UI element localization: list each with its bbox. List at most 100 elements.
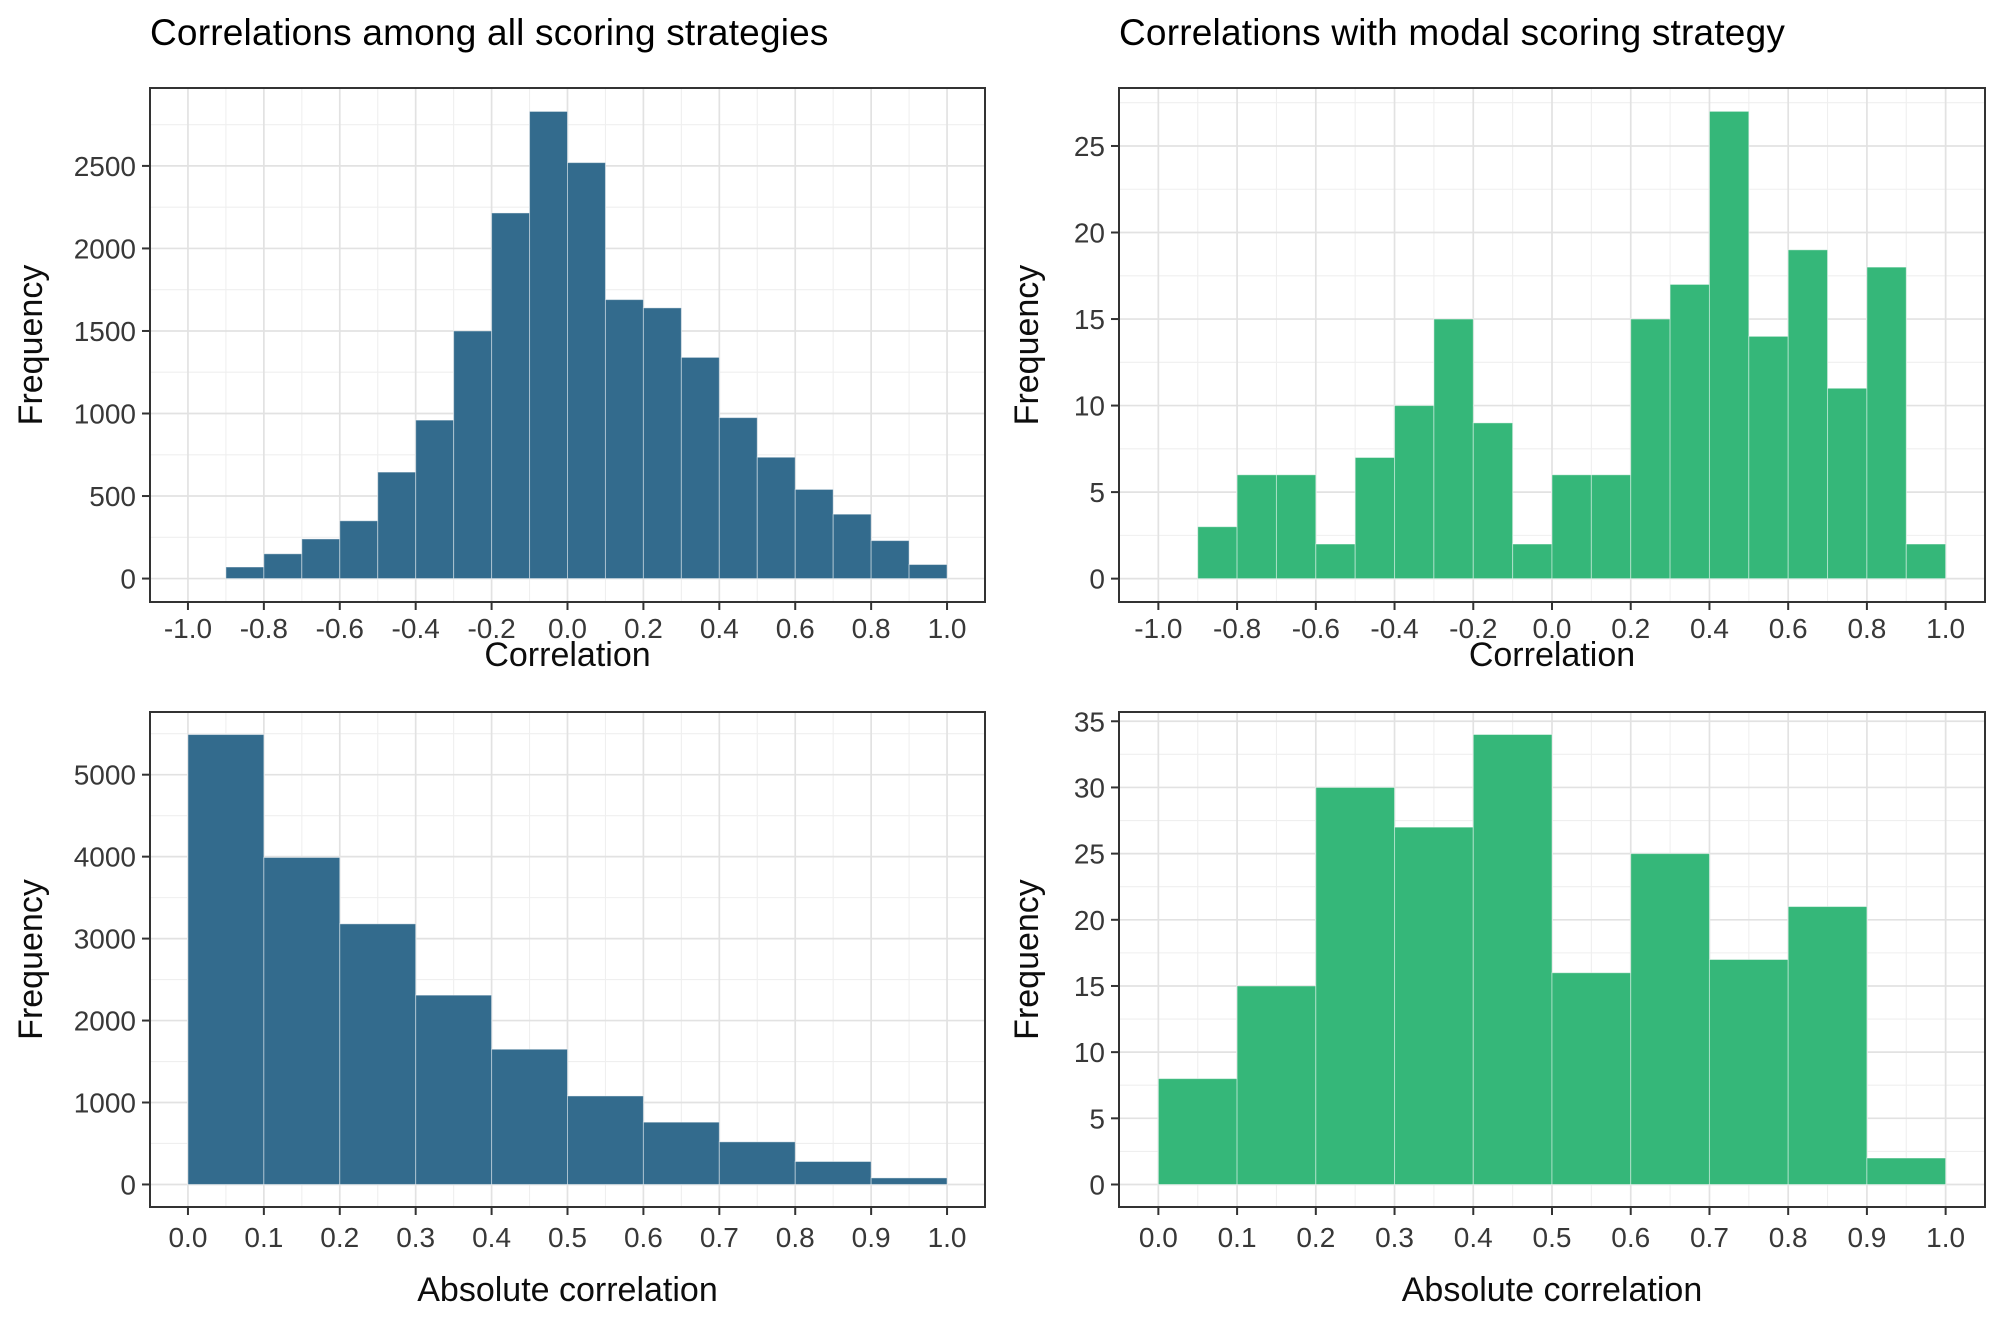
- x-axis-label: Correlation: [484, 636, 650, 674]
- histogram-bar: [1197, 526, 1238, 580]
- x-tick-label: 0.3: [396, 1222, 435, 1253]
- x-tick-label: 0.4: [700, 613, 739, 644]
- histogram-bar: [1157, 1078, 1238, 1186]
- x-tick-label: 0.4: [1690, 613, 1729, 644]
- y-tick-label: 25: [1074, 839, 1105, 870]
- x-tick-label: 0.4: [1454, 1222, 1493, 1253]
- plot-panel: 0.0 0.1 0.2 0.3 0.4 0.5 0.6 0.7 0.8 0.9 1.0 0 5 10 15 2…: [1008, 706, 1986, 1309]
- x-axis-label: Correlation: [1469, 636, 1635, 674]
- x-tick-label: 0.2: [624, 613, 663, 644]
- y-tick-label: 0: [1089, 1170, 1105, 1201]
- y-tick-label: 15: [1074, 971, 1105, 1002]
- y-tick-label: 5: [1089, 477, 1105, 508]
- x-tick-label: -0.8: [1213, 613, 1261, 644]
- x-axis-label: Absolute correlation: [1402, 1271, 1703, 1309]
- y-tick-label: 0: [120, 564, 136, 595]
- x-tick-label: 0.0: [168, 1222, 207, 1253]
- histogram-bar: [832, 513, 872, 580]
- y-tick-label: 3000: [74, 924, 136, 955]
- y-tick-label: 10: [1074, 391, 1105, 422]
- histogram-bar: [1590, 474, 1632, 580]
- y-tick-label: 35: [1074, 706, 1105, 737]
- y-tick-label: 20: [1074, 905, 1105, 936]
- x-tick-label: 0.0: [548, 613, 587, 644]
- x-tick-label: 0.6: [624, 1222, 663, 1253]
- x-tick-label: 0.0: [1139, 1222, 1178, 1253]
- histogram-bar: [491, 212, 531, 580]
- y-tick-label: 5: [1089, 1103, 1105, 1134]
- plot-panel: 0.0 0.1 0.2 0.3 0.4 0.5 0.6 0.7 0.8 0.9 1.0 0 1000 20…: [12, 711, 986, 1309]
- x-tick-label: -0.6: [316, 613, 364, 644]
- y-tick-label: 2500: [74, 151, 136, 182]
- histogram-bar: [567, 1095, 644, 1185]
- histogram-bar: [1708, 110, 1750, 580]
- histogram-bar: [680, 356, 720, 580]
- histogram-bar: [1236, 985, 1317, 1185]
- histogram-bar: [263, 856, 341, 1185]
- x-tick-label: 1.0: [1926, 1222, 1965, 1253]
- y-tick-label: 0: [120, 1169, 136, 1200]
- histogram-bar: [453, 330, 493, 580]
- x-tick-label: 0.4: [472, 1222, 511, 1253]
- x-tick-label: -1.0: [1134, 613, 1182, 644]
- x-tick-label: -0.8: [240, 613, 288, 644]
- chart-title-correlations-all: Correlations among all scoring strategie…: [150, 12, 829, 53]
- x-tick-label: 0.1: [1218, 1222, 1257, 1253]
- x-axis-label: Absolute correlation: [417, 1271, 718, 1309]
- histogram-bar: [908, 564, 948, 580]
- x-tick-label: 0.8: [776, 1222, 815, 1253]
- x-tick-label: 0.9: [1847, 1222, 1886, 1253]
- y-tick-label: 15: [1074, 304, 1105, 335]
- y-tick-label: 1500: [74, 316, 136, 347]
- histogram-bar: [1394, 405, 1435, 580]
- histogram-bar: [1433, 318, 1474, 580]
- chart-title-correlations-modal: Correlations with modal scoring strategy: [1119, 12, 1786, 53]
- x-tick-label: -0.6: [1292, 613, 1340, 644]
- histogram-bar: [339, 923, 417, 1185]
- x-tick-label: -0.4: [1370, 613, 1418, 644]
- y-tick-label: 1000: [74, 399, 136, 430]
- y-tick-label: 0: [1089, 564, 1105, 595]
- y-tick-label: 2000: [74, 233, 136, 264]
- y-tick-label: 30: [1074, 772, 1105, 803]
- x-tick-label: 1.0: [928, 613, 967, 644]
- y-tick-label: 4000: [74, 842, 136, 873]
- y-tick-label: 1000: [74, 1088, 136, 1119]
- histogram-bar: [1708, 959, 1789, 1185]
- histogram-bar: [1827, 387, 1868, 580]
- histogram-bar: [756, 456, 796, 580]
- x-tick-label: -0.2: [1449, 613, 1497, 644]
- histogram-bar: [1472, 422, 1514, 580]
- histogram-bar: [339, 520, 379, 580]
- x-tick-label: 0.6: [1769, 613, 1808, 644]
- plot-panel: -1.0 -0.8 -0.6 -0.4 -0.2 0.0 0.2 0.4 0.6 0.8 1.0 0 5…: [12, 87, 986, 674]
- histogram-bar: [642, 1121, 720, 1185]
- histogram-bar: [870, 540, 910, 580]
- histogram-bar: [604, 299, 644, 580]
- x-tick-label: 0.9: [852, 1222, 891, 1253]
- x-tick-label: 0.8: [1847, 613, 1886, 644]
- x-tick-label: 1.0: [928, 1222, 967, 1253]
- histogram-bar: [1551, 972, 1632, 1185]
- plot-panel: -1.0 -0.8 -0.6 -0.4 -0.2 0.0 0.2 0.4 0.6 0.8 1.0 0 5…: [1008, 87, 1986, 674]
- histogram-bar: [415, 419, 455, 580]
- x-tick-label: 1.0: [1926, 613, 1965, 644]
- histogram-bar: [567, 162, 606, 580]
- y-tick-label: 10: [1074, 1037, 1105, 1068]
- histogram-bar: [1905, 543, 1947, 580]
- histogram-bar: [870, 1177, 948, 1185]
- y-tick-label: 20: [1074, 218, 1105, 249]
- histogram-bar: [1354, 456, 1396, 580]
- histogram-bar: [263, 553, 303, 580]
- histogram-bar: [1315, 543, 1356, 580]
- histogram-bar: [377, 471, 417, 580]
- histogram-bar: [1630, 853, 1710, 1186]
- y-axis-label: Frequency: [12, 265, 50, 426]
- x-tick-label: 0.6: [1611, 1222, 1650, 1253]
- histogram-bar: [1866, 266, 1907, 580]
- x-tick-label: 0.6: [776, 613, 815, 644]
- histogram-bar: [491, 1048, 568, 1185]
- x-tick-label: 0.5: [548, 1222, 587, 1253]
- histogram-bar: [1669, 283, 1710, 580]
